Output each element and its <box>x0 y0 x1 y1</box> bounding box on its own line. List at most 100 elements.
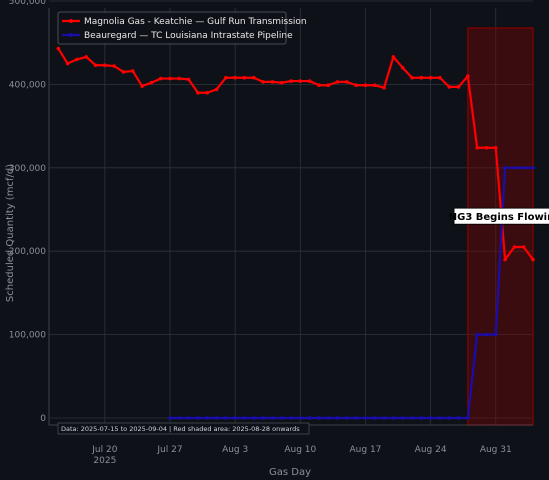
data-point-series-1 <box>354 83 358 88</box>
x-tick-sublabel: 2025 <box>93 456 116 466</box>
x-tick-label: Aug 31 <box>480 445 512 455</box>
data-point-series-2 <box>317 416 321 420</box>
data-point-series-1 <box>345 80 349 84</box>
data-point-series-2 <box>493 332 498 337</box>
data-point-series-1 <box>158 76 163 81</box>
data-point-series-1 <box>140 84 144 88</box>
data-point-series-1 <box>326 83 331 88</box>
tick-labels: 0 100,000 200,000 300,000 400,000 500,000 Jul … <box>9 0 512 466</box>
data-point-series-1 <box>242 75 247 80</box>
data-point-series-1 <box>307 79 312 83</box>
data-point-series-1 <box>130 69 135 73</box>
data-point-series-1 <box>419 75 424 80</box>
data-point-series-2 <box>177 416 182 420</box>
data-point-series-2 <box>251 416 256 420</box>
data-point-series-1 <box>279 80 284 85</box>
y-tick-label: 500,000 <box>9 0 46 7</box>
x-tick-label: Aug 24 <box>415 445 447 455</box>
data-point-series-1 <box>382 85 386 90</box>
data-point-series-1 <box>456 85 461 89</box>
y-tick-label: 200,000 <box>9 247 46 257</box>
annotation-label: NG3 Begins Flowing <box>449 212 549 223</box>
data-point-series-1 <box>289 79 293 83</box>
data-point-series-2 <box>354 416 358 420</box>
data-point-series-1 <box>475 145 479 150</box>
data-point-series-1 <box>84 55 89 59</box>
legend-marker-series-2 <box>69 33 73 37</box>
legend-label-series-1: Magnolia Gas - Keatchie — Gulf Run Trans… <box>84 17 307 27</box>
data-note-box <box>57 422 310 435</box>
x-axis-title: Gas Day <box>269 467 311 478</box>
data-point-series-1 <box>317 83 321 88</box>
data-point-series-2 <box>224 416 228 420</box>
legend: Magnolia Gas - Keatchie — Gulf Run Trans… <box>57 11 307 45</box>
data-note-text: Data: 2025-07-15 to 2025-09-04 | Red sha… <box>61 425 300 433</box>
data-point-series-2 <box>214 416 219 420</box>
shaded-region <box>467 27 534 426</box>
data-point-series-1 <box>56 46 61 51</box>
y-tick-label: 100,000 <box>9 331 46 341</box>
data-point-series-2 <box>345 416 349 420</box>
y-tick-label: 0 <box>40 414 46 424</box>
data-point-series-2 <box>484 332 489 337</box>
data-point-series-2 <box>326 416 331 420</box>
data-point-series-1 <box>298 79 303 83</box>
data-point-series-2 <box>335 416 340 420</box>
data-point-series-1 <box>149 80 154 85</box>
data-point-series-1 <box>270 80 275 84</box>
data-point-series-2 <box>205 416 210 420</box>
data-point-series-2 <box>270 416 275 420</box>
x-tick-label: Jul 20 <box>91 445 117 455</box>
data-point-series-1 <box>93 63 98 68</box>
annotation-box <box>453 207 549 225</box>
data-point-series-2 <box>438 416 442 420</box>
data-point-series-2 <box>298 416 303 420</box>
series-line-2 <box>170 166 533 420</box>
data-point-series-2 <box>419 416 424 420</box>
data-point-series-1 <box>410 75 414 80</box>
data-note: Data: 2025-07-15 to 2025-09-04 | Red sha… <box>57 422 310 435</box>
data-point-series-1 <box>233 75 237 80</box>
data-point-series-2 <box>475 332 479 337</box>
data-point-series-1 <box>363 83 368 88</box>
data-point-series-2 <box>400 416 405 420</box>
data-point-series-2 <box>372 416 377 420</box>
shaded-region-layer <box>467 27 534 426</box>
data-point-series-2 <box>196 416 200 420</box>
data-point-series-1 <box>65 61 70 66</box>
legend-label-series-2: Beauregard — TC Louisiana Intrastate Pip… <box>84 31 293 41</box>
y-axis-title: Scheduled Quantity (mcf/d) <box>5 164 16 302</box>
data-point-series-2 <box>233 416 237 420</box>
data-point-series-1 <box>214 87 219 92</box>
data-point-series-2 <box>503 166 507 170</box>
data-point-series-2 <box>391 416 396 420</box>
data-point-series-1 <box>335 80 340 84</box>
data-point-series-1 <box>205 90 210 95</box>
y-tick-label: 300,000 <box>9 164 46 174</box>
data-point-series-2 <box>186 416 191 420</box>
data-point-series-1 <box>177 76 182 81</box>
data-point-series-1 <box>391 55 396 59</box>
data-point-series-1 <box>112 64 116 68</box>
data-point-series-2 <box>410 416 414 420</box>
data-point-series-1 <box>121 70 126 74</box>
data-point-series-1 <box>168 76 172 81</box>
series-line-1 <box>57 47 534 261</box>
data-point-series-1 <box>531 257 535 262</box>
data-point-series-1 <box>493 145 498 150</box>
x-tick-label: Aug 17 <box>350 445 382 455</box>
data-point-series-1 <box>261 80 265 84</box>
data-point-series-2 <box>279 416 284 420</box>
data-point-series-2 <box>447 416 452 420</box>
data-point-series-1 <box>400 65 405 70</box>
data-point-series-1 <box>251 75 256 80</box>
data-point-series-1 <box>438 75 442 80</box>
x-tick-label: Jul 27 <box>156 445 182 455</box>
data-point-series-1 <box>466 74 470 78</box>
legend-box <box>57 11 287 45</box>
data-point-series-1 <box>196 90 200 95</box>
legend-marker-series-1 <box>69 19 73 23</box>
data-point-series-2 <box>261 416 265 420</box>
